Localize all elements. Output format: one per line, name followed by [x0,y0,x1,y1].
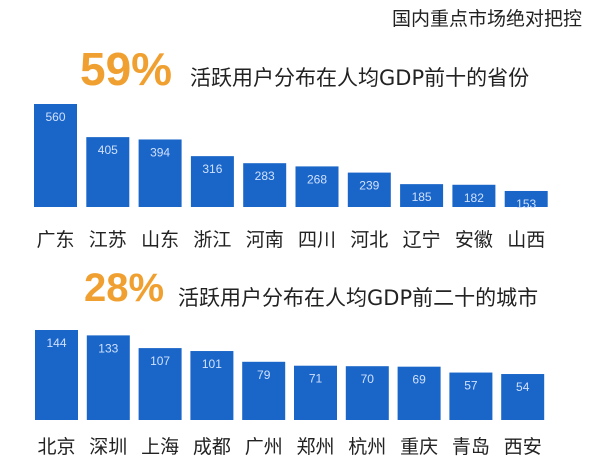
bar [347,172,391,207]
data-label: 394 [150,145,170,159]
bar [86,137,130,207]
data-label: 182 [464,191,484,205]
category-label: 安徽 [455,229,493,251]
bar [34,104,77,207]
bar [504,190,548,207]
data-label: 133 [98,341,118,355]
data-label: 107 [150,354,170,368]
category-label: 上海 [141,436,179,458]
data-label: 405 [98,143,118,157]
data-label: 57 [464,379,478,393]
city-percentage: 28% [84,266,165,310]
page-title: 国内重点市场绝对把控 [391,8,582,30]
bar [86,335,130,420]
province-percentage: 59% [80,43,173,95]
bar [190,156,234,207]
bar [138,348,182,420]
category-label: 浙江 [193,229,231,251]
bar [295,166,339,207]
bar [397,366,441,420]
category-label: 辽宁 [403,229,441,251]
bar [345,366,389,420]
data-label: 144 [46,336,66,350]
data-label: 283 [255,169,275,183]
bar [35,330,78,420]
category-label: 山西 [507,229,545,251]
data-label: 79 [257,368,271,382]
data-label: 153 [516,197,536,211]
data-label: 268 [307,172,327,186]
data-label: 316 [202,162,222,176]
data-label: 239 [359,179,379,193]
category-label: 山东 [141,229,179,251]
data-label: 71 [309,372,323,386]
province-bar-chart: 560 广东 405 江苏 394 山东 316 浙江 283 河南 268 四川 239 河北 185 辽宁… [34,104,548,251]
category-label: 青岛 [452,436,490,458]
bar [449,372,493,420]
category-label: 重庆 [400,436,438,458]
bar [452,184,496,207]
category-label: 成都 [193,436,231,458]
data-label: 54 [516,380,530,394]
bar [138,139,182,207]
bar [294,365,337,420]
data-label: 69 [412,373,426,387]
data-label: 70 [361,372,375,386]
bar [190,351,234,420]
data-label: 560 [45,110,65,124]
category-label: 杭州 [348,436,386,458]
category-label: 河南 [246,229,284,251]
bar [243,163,287,207]
bar [400,184,444,207]
province-chart-title: 活跃用户分布在人均GDP前十的省份 [190,66,530,90]
bar [501,374,545,420]
city-chart-title: 活跃用户分布在人均GDP前二十的城市 [178,286,539,310]
category-label: 广东 [36,229,74,251]
data-label: 185 [412,190,432,204]
category-label: 深圳 [89,436,127,458]
data-label: 101 [202,357,222,371]
category-label: 北京 [37,436,75,458]
category-label: 四川 [298,229,336,251]
bar [242,361,286,420]
category-label: 河北 [350,229,388,251]
category-label: 西安 [504,436,542,458]
category-label: 广州 [245,436,283,458]
category-label: 郑州 [296,436,334,458]
category-label: 江苏 [89,229,127,251]
